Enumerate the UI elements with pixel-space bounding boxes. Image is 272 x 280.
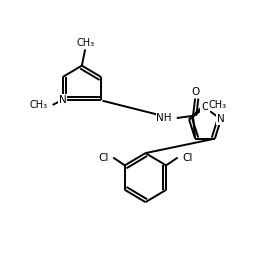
Text: N: N bbox=[217, 114, 225, 124]
Text: CH₃: CH₃ bbox=[76, 38, 94, 48]
Text: CH₃: CH₃ bbox=[209, 100, 227, 110]
Text: Cl: Cl bbox=[182, 153, 193, 163]
Text: O: O bbox=[191, 87, 199, 97]
Text: O: O bbox=[201, 102, 209, 112]
Text: NH: NH bbox=[156, 113, 172, 123]
Text: CH₃: CH₃ bbox=[29, 100, 47, 110]
Text: Cl: Cl bbox=[98, 153, 109, 163]
Text: N: N bbox=[59, 95, 67, 105]
